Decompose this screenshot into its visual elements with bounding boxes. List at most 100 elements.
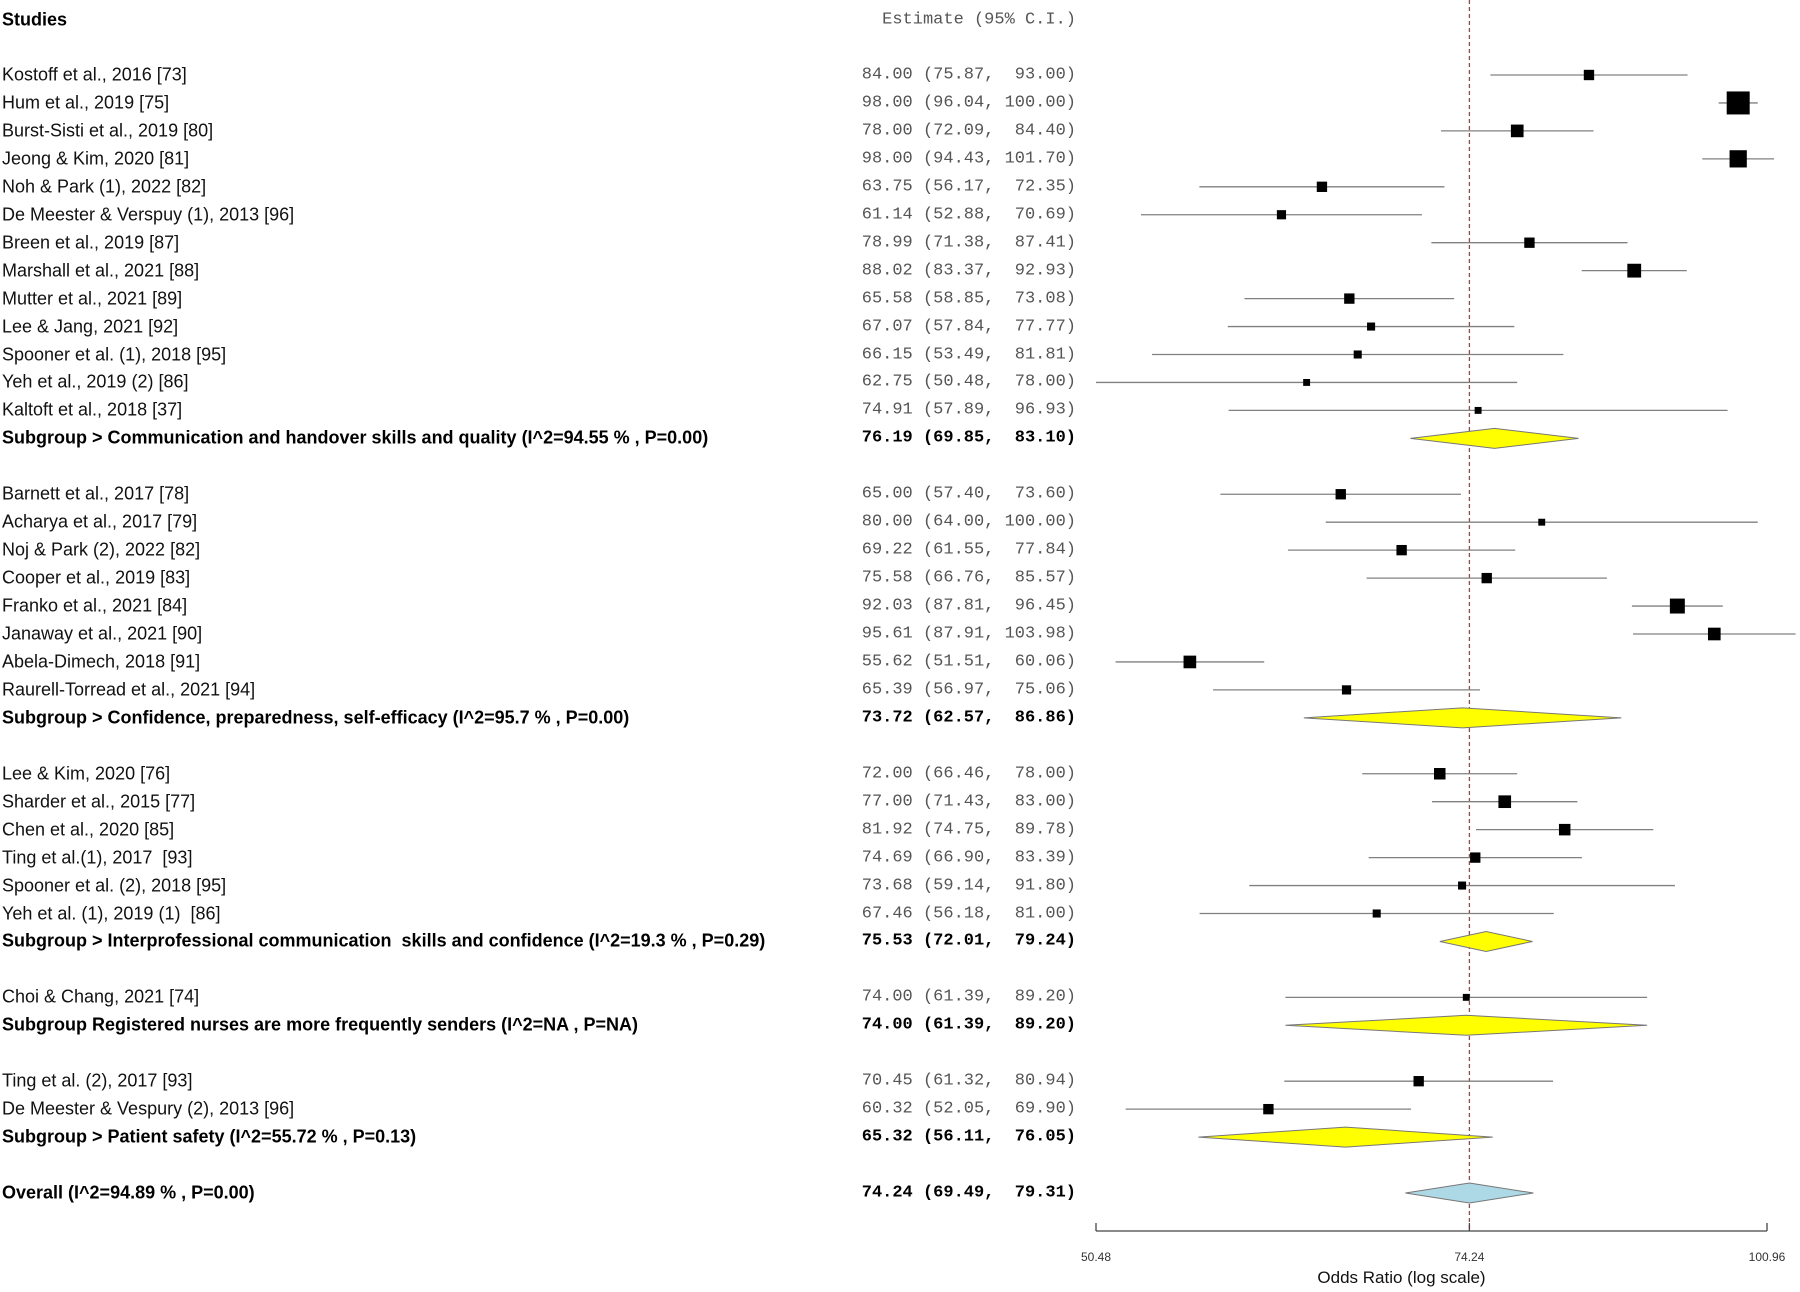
estimate-box	[1303, 379, 1311, 386]
estimate-box	[1341, 685, 1352, 695]
study-estimate: 98.00 (96.04, 100.00)	[861, 93, 1076, 113]
estimate-box	[1524, 237, 1535, 248]
study-label: De Meester & Vespury (2), 2013 [96]	[2, 1098, 295, 1119]
x-tick-label: 74.24	[1454, 1250, 1484, 1264]
estimate-box	[1335, 489, 1346, 500]
subgroup-label: Subgroup Registered nurses are more freq…	[2, 1014, 639, 1035]
study-estimate: 77.00 (71.43, 83.00)	[861, 792, 1076, 812]
estimate-box	[1458, 881, 1467, 890]
x-tick-label: 50.48	[1081, 1250, 1111, 1264]
subgroup-estimate: 76.19 (69.85, 83.10)	[861, 428, 1076, 448]
study-label: Mutter et al., 2021 [89]	[2, 288, 183, 309]
study-label: Hum et al., 2019 [75]	[2, 92, 170, 113]
study-label: Sharder et al., 2015 [77]	[2, 791, 196, 812]
estimate-box	[1558, 823, 1571, 836]
estimate-box	[1583, 69, 1595, 81]
estimate-box	[1498, 795, 1512, 809]
estimate-box	[1344, 293, 1355, 304]
study-label: Yeh et al., 2019 (2) [86]	[2, 371, 189, 392]
study-label: Barnett et al., 2017 [78]	[2, 483, 190, 504]
study-label: Marshall et al., 2021 [88]	[2, 260, 200, 281]
estimate-box	[1474, 406, 1482, 414]
estimate-box	[1729, 150, 1747, 168]
study-estimate: 88.02 (83.37, 92.93)	[861, 261, 1076, 281]
estimate-box	[1353, 350, 1362, 359]
estimate-box	[1183, 655, 1197, 669]
estimate-box	[1396, 544, 1407, 556]
study-estimate: 72.00 (66.46, 78.00)	[861, 764, 1076, 784]
estimate-box	[1462, 993, 1470, 1001]
estimate-box	[1433, 768, 1446, 780]
study-label: Ting et al.(1), 2017 [93]	[2, 847, 193, 868]
study-label: Jeong & Kim, 2020 [81]	[2, 148, 190, 169]
estimate-box	[1372, 909, 1381, 918]
study-label: Abela-Dimech, 2018 [91]	[2, 651, 201, 672]
study-label: Kostoff et al., 2016 [73]	[2, 64, 187, 85]
study-label: Burst-Sisti et al., 2019 [80]	[2, 120, 214, 141]
study-label: Franko et al., 2021 [84]	[2, 595, 188, 616]
study-estimate: 62.75 (50.48, 78.00)	[861, 372, 1076, 392]
subgroup-label: Subgroup > Interprofessional communicati…	[2, 930, 766, 951]
study-estimate: 74.69 (66.90, 83.39)	[861, 848, 1076, 868]
estimate-header: Estimate (95% C.I.)	[882, 10, 1076, 30]
study-estimate: 98.00 (94.43, 101.70)	[861, 149, 1076, 169]
study-estimate: 61.14 (52.88, 70.69)	[861, 205, 1076, 225]
study-label: Lee & Jang, 2021 [92]	[2, 316, 179, 337]
study-estimate: 74.00 (61.39, 89.20)	[861, 987, 1076, 1007]
study-estimate: 92.03 (87.81, 96.45)	[861, 596, 1076, 616]
estimate-box	[1413, 1076, 1424, 1087]
study-label: Acharya et al., 2017 [79]	[2, 511, 198, 532]
study-estimate: 65.58 (58.85, 73.08)	[861, 289, 1076, 309]
overall-label: Overall (I^2=94.89 % , P=0.00)	[2, 1182, 255, 1203]
subgroup-label: Subgroup > Confidence, preparedness, sel…	[2, 707, 630, 728]
estimate-box	[1481, 572, 1492, 584]
study-estimate: 78.00 (72.09, 84.40)	[861, 121, 1076, 141]
study-estimate: 66.15 (53.49, 81.81)	[861, 345, 1076, 364]
study-label: Lee & Kim, 2020 [76]	[2, 763, 171, 784]
study-estimate: 95.61 (87.91, 103.98)	[861, 624, 1076, 644]
study-estimate: 75.58 (66.76, 85.57)	[861, 568, 1076, 588]
x-axis-title: Odds Ratio (log scale)	[1317, 1268, 1485, 1287]
study-label: Cooper et al., 2019 [83]	[2, 567, 191, 588]
studies-header: Studies	[2, 9, 68, 30]
subgroup-label: Subgroup > Communication and handover sk…	[2, 427, 709, 448]
study-label: Breen et al., 2019 [87]	[2, 232, 180, 253]
estimate-box	[1726, 91, 1750, 115]
study-estimate: 65.00 (57.40, 73.60)	[861, 484, 1076, 504]
study-estimate: 74.91 (57.89, 96.93)	[861, 400, 1076, 420]
study-label: De Meester & Verspuy (1), 2013 [96]	[2, 204, 295, 225]
study-label: Raurell-Torread et al., 2021 [94]	[2, 679, 256, 700]
study-estimate: 81.92 (74.75, 89.78)	[861, 820, 1076, 840]
study-estimate: 60.32 (52.05, 69.90)	[861, 1099, 1076, 1119]
study-estimate: 69.22 (61.55, 77.84)	[861, 540, 1076, 560]
study-estimate: 67.46 (56.18, 81.00)	[861, 904, 1076, 923]
subgroup-diamond	[1285, 1014, 1648, 1036]
study-estimate: 78.99 (71.38, 87.41)	[861, 233, 1076, 253]
study-label: Spooner et al. (1), 2018 [95]	[2, 344, 227, 364]
x-tick-label: 100.96	[1749, 1250, 1786, 1264]
estimate-box	[1510, 124, 1524, 138]
study-estimate: 84.00 (75.87, 93.00)	[861, 65, 1076, 85]
estimate-box	[1316, 181, 1328, 192]
overall-diamond	[1405, 1182, 1534, 1204]
subgroup-diamond	[1303, 707, 1622, 729]
study-estimate: 70.45 (61.32, 80.94)	[861, 1071, 1076, 1091]
subgroup-estimate: 75.53 (72.01, 79.24)	[861, 931, 1076, 951]
subgroup-estimate: 73.72 (62.57, 86.86)	[861, 708, 1076, 728]
estimate-box	[1367, 322, 1376, 331]
estimate-box	[1470, 852, 1481, 863]
study-label: Spooner et al. (2), 2018 [95]	[2, 875, 227, 896]
estimate-box	[1276, 210, 1287, 220]
subgroup-diamond	[1439, 930, 1533, 952]
subgroup-diamond	[1410, 427, 1579, 449]
overall-estimate: 74.24 (69.49, 79.31)	[861, 1183, 1076, 1203]
study-estimate: 80.00 (64.00, 100.00)	[861, 512, 1076, 532]
study-estimate: 63.75 (56.17, 72.35)	[861, 177, 1076, 197]
study-label: Yeh et al. (1), 2019 (1) [86]	[2, 903, 221, 923]
estimate-box	[1627, 263, 1642, 278]
estimate-box	[1263, 1103, 1274, 1115]
subgroup-label: Subgroup > Patient safety (I^2=55.72 % ,…	[2, 1126, 417, 1147]
subgroup-diamond	[1198, 1126, 1493, 1148]
study-estimate: 65.39 (56.97, 75.06)	[861, 680, 1076, 700]
